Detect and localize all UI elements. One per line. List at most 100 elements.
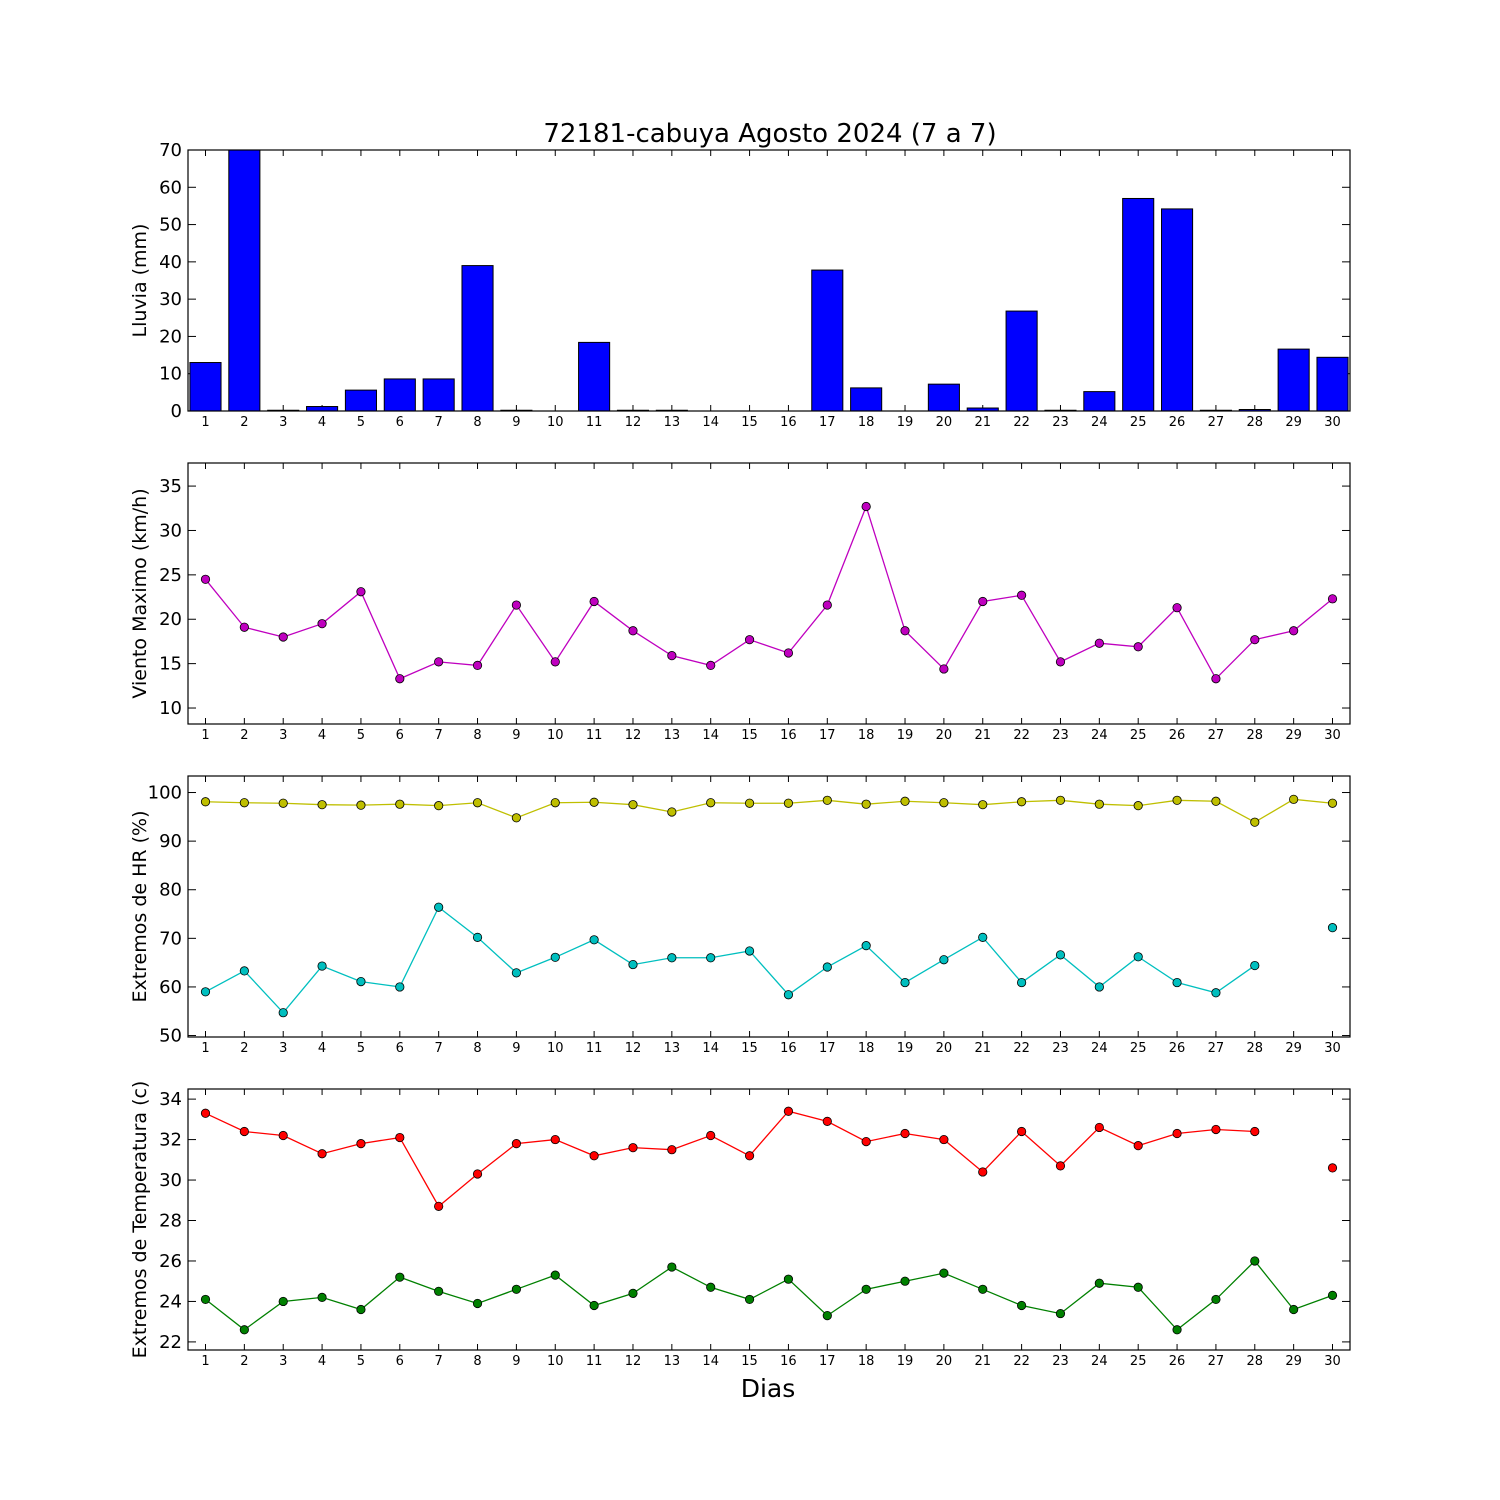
series-line — [205, 1260, 1333, 1331]
data-point — [978, 932, 988, 942]
data-point — [550, 952, 560, 962]
x-tick-label: 21 — [974, 1354, 991, 1369]
data-point — [200, 574, 211, 584]
data-point — [356, 976, 366, 987]
data-point — [667, 807, 677, 817]
y-tick-label: 26 — [159, 1251, 182, 1272]
data-point — [1017, 590, 1027, 600]
x-tick-label: 7 — [435, 1041, 443, 1056]
y-tick-label: 60 — [159, 177, 182, 198]
x-tick-label: 11 — [586, 1354, 603, 1369]
data-point — [278, 1008, 288, 1018]
data-point — [317, 800, 327, 810]
data-point — [900, 626, 910, 636]
y-tick-label: 50 — [159, 215, 182, 236]
data-point — [1327, 1163, 1338, 1173]
data-point — [278, 798, 288, 808]
y-tick-label: 28 — [159, 1211, 182, 1232]
x-tick-label: 1 — [201, 1354, 209, 1369]
data-point — [706, 1130, 716, 1141]
series-line — [205, 798, 1333, 823]
data-point — [1055, 657, 1066, 667]
x-tick-label: 18 — [858, 728, 875, 743]
y-tick-label: 30 — [159, 520, 182, 541]
x-tick-label: 3 — [279, 728, 287, 743]
rain-bar — [1083, 391, 1116, 412]
x-tick-label: 2 — [240, 1354, 248, 1369]
y-tick-label: 10 — [159, 698, 182, 719]
data-point — [783, 1106, 794, 1116]
x-tick-label: 21 — [974, 728, 991, 743]
y-tick-label: 15 — [159, 654, 182, 675]
data-point — [1094, 1278, 1104, 1288]
data-point — [550, 1270, 560, 1280]
x-tick-label: 20 — [936, 728, 953, 743]
data-point — [667, 1262, 677, 1272]
data-point — [628, 959, 638, 970]
x-tick-label: 17 — [819, 415, 836, 430]
rain-bar — [1122, 197, 1155, 412]
x-tick-label: 1 — [201, 728, 209, 743]
data-point — [1133, 801, 1143, 811]
series-line — [205, 1110, 1255, 1208]
x-tick-label: 6 — [396, 1354, 404, 1369]
x-tick-label: 23 — [1052, 728, 1069, 743]
x-tick-label: 10 — [547, 728, 564, 743]
data-point — [434, 902, 444, 912]
x-tick-label: 23 — [1052, 415, 1069, 430]
x-tick-label: 11 — [586, 1041, 603, 1056]
data-point — [434, 657, 444, 667]
data-point — [1289, 794, 1299, 804]
data-point — [472, 798, 483, 808]
data-point — [200, 987, 211, 997]
data-point — [317, 1149, 327, 1159]
x-tick-label: 21 — [974, 1041, 991, 1056]
data-point — [1211, 1294, 1221, 1305]
x-tick-label: 22 — [1013, 1041, 1030, 1056]
data-point — [822, 962, 832, 972]
x-tick-label: 1 — [201, 415, 209, 430]
x-tick-label: 17 — [819, 728, 836, 743]
x-tick-label: 29 — [1285, 1041, 1302, 1056]
x-tick-label: 26 — [1169, 1354, 1186, 1369]
chart-title: 72181-cabuya Agosto 2024 (7 a 7) — [543, 119, 996, 149]
data-point — [1172, 977, 1182, 988]
data-point — [317, 619, 327, 629]
data-point — [278, 632, 288, 642]
x-tick-label: 20 — [936, 415, 953, 430]
x-tick-label: 28 — [1247, 1354, 1264, 1369]
y-axis-label: Lluvia (mm) — [129, 224, 151, 338]
data-point — [356, 1304, 366, 1315]
data-point — [744, 946, 755, 956]
data-point — [1094, 638, 1104, 648]
x-tick-label: 25 — [1130, 1354, 1147, 1369]
x-tick-label: 27 — [1208, 415, 1225, 430]
x-tick-label: 8 — [473, 1354, 481, 1369]
x-tick-label: 30 — [1324, 728, 1341, 743]
x-tick-label: 27 — [1208, 1041, 1225, 1056]
y-tick-label: 32 — [159, 1130, 182, 1151]
plot-frame — [187, 462, 1351, 725]
x-tick-label: 14 — [702, 728, 719, 743]
data-point — [589, 596, 599, 607]
y-tick-label: 50 — [159, 1026, 182, 1047]
series-line — [204, 504, 1333, 680]
x-tick-label: 9 — [512, 1354, 520, 1369]
y-tick-label: 10 — [159, 364, 182, 385]
x-tick-label: 16 — [780, 1354, 797, 1369]
x-tick-label: 6 — [396, 415, 404, 430]
data-point — [978, 1167, 988, 1177]
x-tick-label: 19 — [897, 1354, 914, 1369]
data-point — [939, 1268, 949, 1278]
data-point — [667, 953, 677, 963]
x-tick-label: 3 — [279, 415, 287, 430]
x-tick-label: 12 — [625, 415, 642, 430]
data-point — [395, 982, 405, 992]
x-tick-label: 19 — [897, 1041, 914, 1056]
data-point — [822, 600, 832, 610]
y-axis-label: Extremos de Temperatura (c) — [129, 1081, 151, 1359]
data-point — [317, 1292, 327, 1302]
data-point — [1055, 795, 1066, 805]
